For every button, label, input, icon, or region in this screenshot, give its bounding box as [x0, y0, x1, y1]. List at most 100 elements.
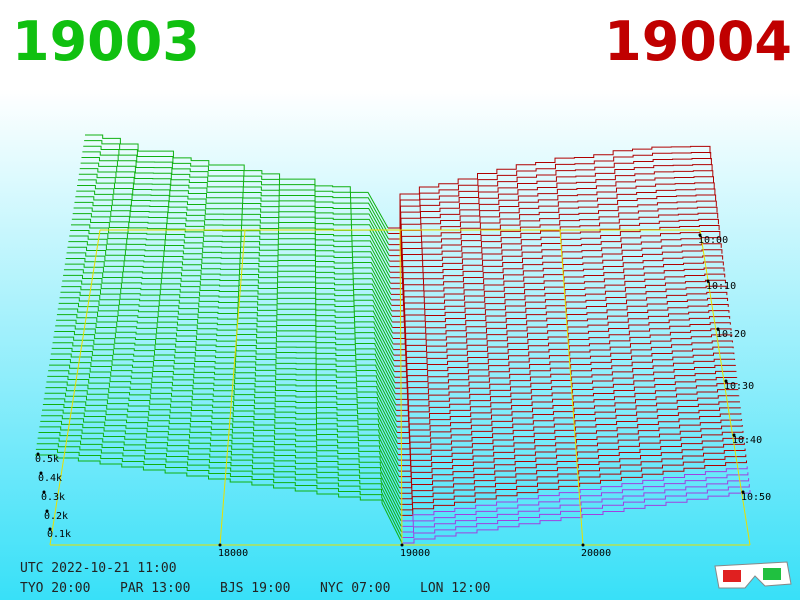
ask-depth-line [390, 206, 718, 284]
bid-depth-line [63, 274, 395, 367]
bid-depth-line [69, 235, 393, 328]
bid-depth-line [65, 258, 394, 350]
tick-dot [724, 379, 728, 383]
bid-depth-line [62, 280, 395, 372]
ask-depth-line [398, 401, 740, 461]
ask-depth-line [399, 425, 743, 483]
bid-depth-line [77, 179, 391, 273]
ask-depth-line [400, 442, 745, 500]
bid-depth-line [41, 415, 401, 505]
depth-label: 0.4k [38, 473, 62, 484]
clock: BJS 19:00 [220, 581, 290, 596]
bid-depth-line [72, 213, 392, 306]
bid-depth-line [36, 443, 402, 533]
bid-depth-line [82, 151, 390, 245]
bid-depth-line [76, 190, 391, 284]
ask-depth-line [402, 490, 751, 544]
tick-dot [218, 543, 222, 547]
left-symbol: 19003 [12, 10, 200, 73]
bid-depth-line [58, 302, 396, 395]
bid-depth-line [47, 375, 400, 466]
ask-depth-line [400, 460, 747, 516]
tick-dot [698, 233, 702, 237]
depth-plot: 0.5k 0.4k 0.3k 0.2k 0.1k 18000 19000 20000 10:00… [35, 134, 771, 559]
time-label: 10:50 [741, 492, 771, 503]
ask-depth-line [397, 377, 738, 439]
depth-label: 0.3k [41, 492, 65, 503]
grid-line [399, 229, 403, 546]
3d-glasses-icon[interactable] [714, 561, 792, 589]
ask-depth-line [388, 151, 712, 235]
ask-depth-line [388, 170, 714, 251]
bid-depth-line [85, 134, 389, 229]
ask-depth-line [399, 430, 744, 489]
time-label: 10:20 [716, 329, 746, 340]
ask-depth-line [396, 346, 734, 411]
bid-depth-line [35, 454, 403, 544]
tick-dot [45, 509, 49, 513]
bid-depth-line [70, 229, 393, 323]
bid-depth-line [75, 196, 392, 290]
ask-depth-line [389, 182, 715, 262]
bid-depth-line [80, 162, 390, 256]
ask-depth-line [388, 145, 711, 229]
ask-depth-line [401, 472, 749, 527]
bid-depth-line [84, 140, 389, 234]
clock: NYC 07:00 [320, 581, 390, 596]
bid-depth-line [39, 426, 402, 516]
tick-dot [39, 471, 43, 475]
time-label: 10:00 [698, 235, 728, 246]
ask-depth-line [390, 200, 717, 279]
bid-depth-line [61, 286, 396, 378]
ask-depth-line [389, 194, 717, 273]
bid-depth-line [83, 145, 389, 240]
ask-depth-line [399, 419, 743, 478]
ask-depth-line [396, 352, 735, 417]
clock: PAR 13:00 [120, 581, 190, 596]
ask-depth-line [400, 448, 746, 505]
bid-depth-line [70, 224, 393, 317]
tick-dot [581, 543, 585, 547]
ask-depth-line [398, 413, 742, 472]
bid-depth-line [68, 241, 394, 334]
bid-depth-line [57, 308, 397, 400]
bid-depth-line [52, 342, 398, 433]
bid-depth-line [67, 246, 394, 339]
price-label: 19000 [400, 548, 430, 559]
bid-depth-line [54, 330, 398, 422]
depth-label: 0.2k [44, 511, 68, 522]
bid-depth-line [64, 263, 395, 356]
bid-depth-line [55, 325, 397, 417]
ask-depth-line [398, 407, 741, 467]
tick-dot [732, 433, 736, 437]
ask-depth-line [396, 364, 736, 428]
tick-dot [400, 543, 404, 547]
bid-depth-line [38, 432, 402, 522]
ask-depth-line [389, 176, 715, 257]
bid-depth-line [81, 156, 390, 251]
tick-dot [48, 527, 52, 531]
tick-dot [716, 327, 720, 331]
price-label: 18000 [218, 548, 248, 559]
utc-time: UTC 2022-10-21 11:00 [20, 561, 177, 576]
depth-label: 0.1k [47, 529, 71, 540]
bid-depth-line [66, 252, 394, 345]
bid-depth-line [60, 291, 396, 383]
grid-line [219, 229, 246, 546]
price-label: 20000 [581, 548, 611, 559]
tick-dot [706, 279, 710, 283]
bid-depth-line [71, 218, 393, 312]
bid-depth-line [43, 398, 400, 488]
ask-depth-line [397, 383, 738, 445]
bid-depth-line [77, 185, 391, 278]
bid-depth-line [79, 168, 390, 262]
bid-depth-line [50, 353, 399, 444]
ask-depth-line [395, 340, 733, 406]
grid-line [49, 229, 101, 546]
bid-depth-line [73, 207, 392, 301]
bid-depth-line [56, 314, 397, 406]
ask-depth-line [401, 466, 748, 522]
bid-depth-line [49, 364, 399, 455]
bid-depth-line [53, 336, 398, 428]
